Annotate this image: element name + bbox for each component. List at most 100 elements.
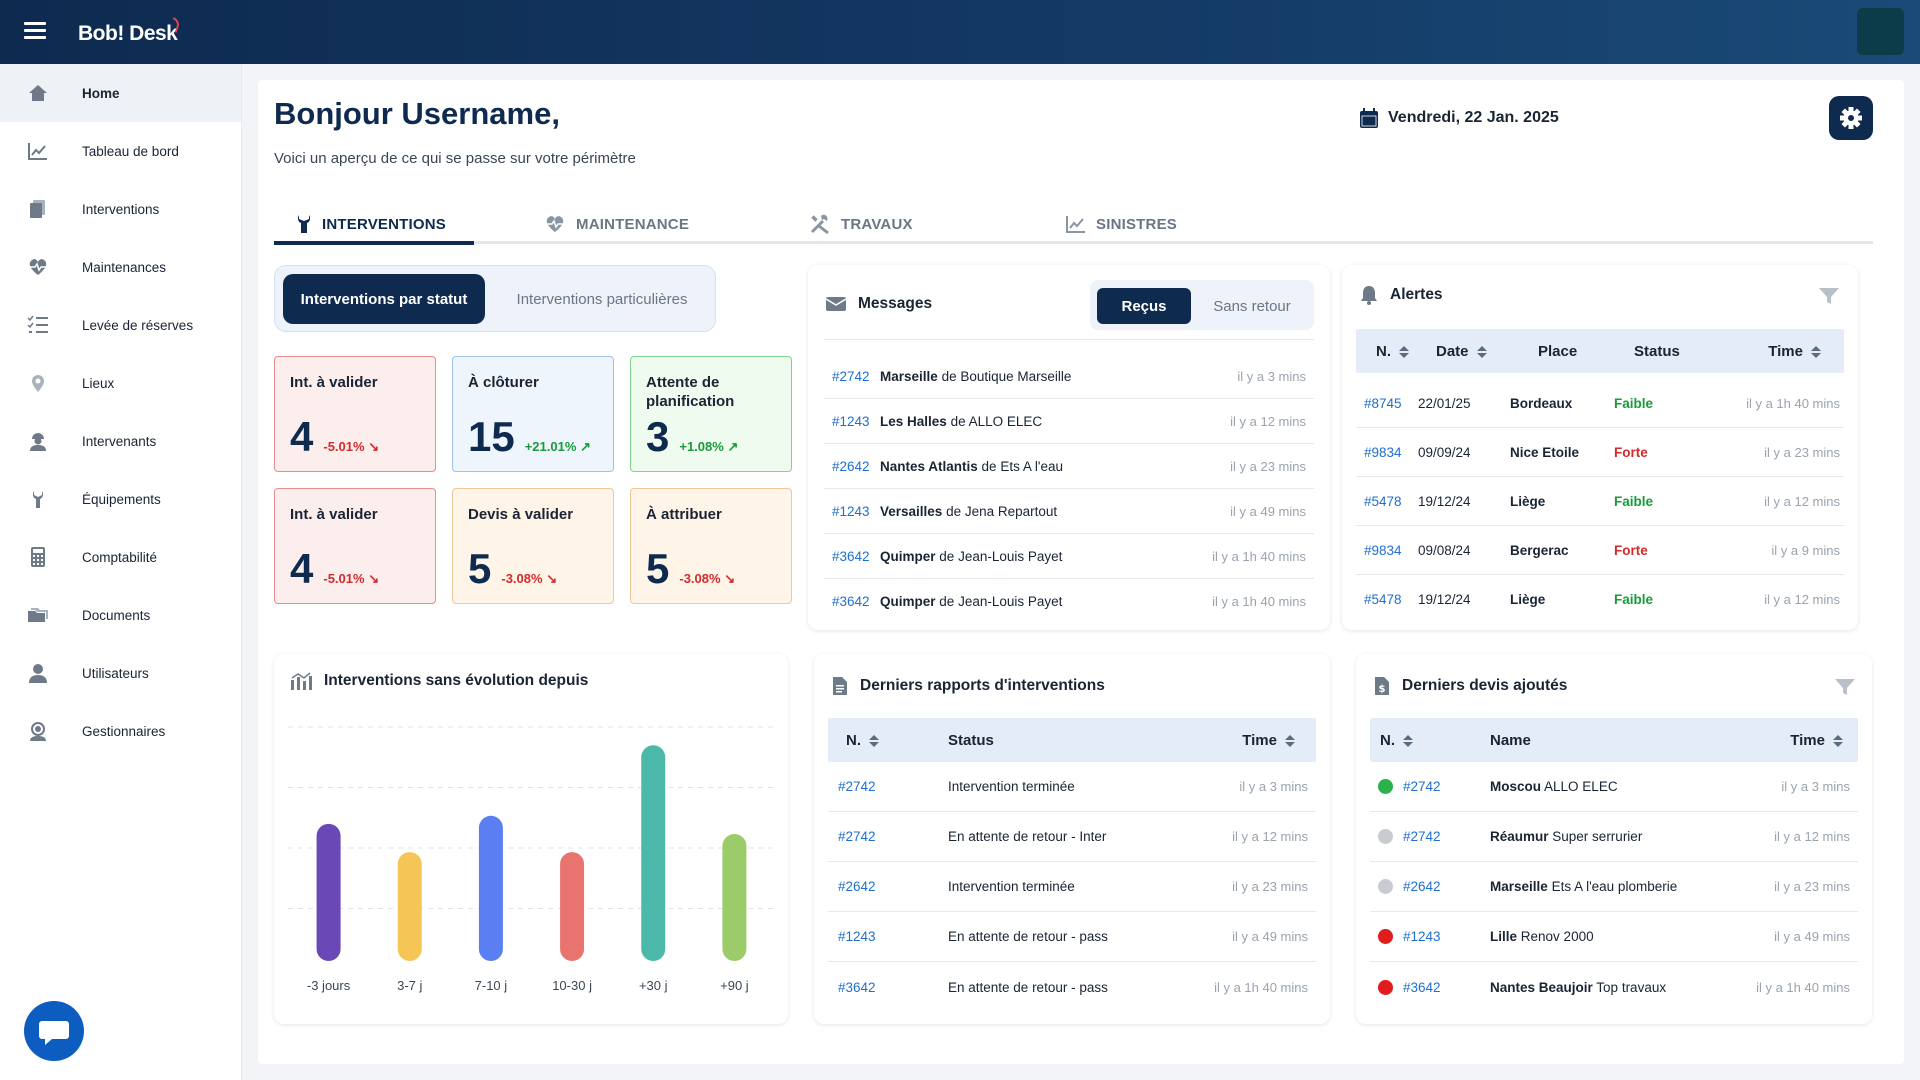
kpi-card[interactable]: Int. à valider 4 -5.01% ↘ <box>274 356 436 472</box>
column-header-time[interactable]: Time <box>1202 732 1316 749</box>
message-id-link[interactable]: #1243 <box>832 503 870 519</box>
gear-icon <box>1840 107 1862 129</box>
alert-id-link[interactable]: #5478 <box>1364 493 1402 509</box>
interventions-particulieres-button[interactable]: Interventions particulières <box>516 290 688 308</box>
tab-travaux[interactable]: TRAVAUX <box>809 204 913 244</box>
sidebar-item-home[interactable]: Home <box>0 64 241 122</box>
messages-sans-retour-button[interactable]: Sans retour <box>1213 297 1291 315</box>
alert-id-link[interactable]: #9834 <box>1364 542 1402 558</box>
table-row[interactable]: #2742 Intervention terminée il y a 3 min… <box>828 762 1316 812</box>
kpi-card[interactable]: Int. à valider 4 -5.01% ↘ <box>274 488 436 604</box>
alert-id-link[interactable]: #9834 <box>1364 444 1402 460</box>
report-id-link[interactable]: #1243 <box>838 929 876 944</box>
message-subject: Quimper de Jean-Louis Payet <box>880 548 1063 564</box>
sidebar-item-intervenants[interactable]: Intervenants <box>0 412 241 470</box>
chart-bar[interactable] <box>397 852 422 961</box>
kpi-card[interactable]: Attente de planification 3 +1.08% ↗ <box>630 356 792 472</box>
sidebar-item-gestionnaires[interactable]: Gestionnaires <box>0 702 241 760</box>
alert-id-link[interactable]: #5478 <box>1364 592 1402 607</box>
sidebar-item-tableau-de-bord[interactable]: Tableau de bord <box>0 122 241 180</box>
table-row[interactable]: #2742 En attente de retour - Inter il y … <box>828 812 1316 862</box>
table-row[interactable]: #3642 Nantes Beaujoir Top travaux il y a… <box>1370 962 1858 1012</box>
user-avatar[interactable] <box>1857 8 1904 55</box>
table-row[interactable]: #3642 En attente de retour - pass il y a… <box>828 962 1316 1012</box>
message-id-link[interactable]: #2742 <box>832 368 870 384</box>
interventions-par-statut-button[interactable]: Interventions par statut <box>283 274 485 324</box>
sidebar-item-levee-de-reserves[interactable]: Levée de réserves <box>0 296 241 354</box>
logo-accent-icon <box>169 17 181 33</box>
tab-sinistres[interactable]: SINISTRES <box>1066 204 1177 244</box>
sidebar-item-maintenances[interactable]: Maintenances <box>0 238 241 296</box>
table-row[interactable]: #5478 19/12/24 Liège Faible il y a 12 mi… <box>1356 477 1844 526</box>
message-id-link[interactable]: #1243 <box>832 413 870 429</box>
alert-id-link[interactable]: #8745 <box>1364 395 1402 411</box>
table-row[interactable]: #9834 09/08/24 Bergerac Forte il y a 9 m… <box>1356 526 1844 575</box>
tab-maintenance[interactable]: MAINTENANCE <box>544 204 689 244</box>
devis-id-link[interactable]: #2642 <box>1403 879 1441 894</box>
list-item[interactable]: #1243 Versailles de Jena Repartout il y … <box>824 489 1314 534</box>
report-id-link[interactable]: #2642 <box>838 879 876 894</box>
sidebar: Home Tableau de bord Interventions Maint… <box>0 64 242 1080</box>
column-header-date[interactable]: Date <box>1426 343 1538 360</box>
table-row[interactable]: #2742 Réaumur Super serrurier il y a 12 … <box>1370 812 1858 862</box>
column-header-name: Name <box>1490 731 1531 749</box>
sidebar-item-comptabilite[interactable]: Comptabilité <box>0 528 241 586</box>
chart-line-icon <box>1066 216 1085 233</box>
sidebar-item-utilisateurs[interactable]: Utilisateurs <box>0 644 241 702</box>
filter-icon[interactable] <box>1818 287 1840 305</box>
kpi-card[interactable]: À clôturer 15 +21.01% ↗ <box>452 356 614 472</box>
column-header-time[interactable]: Time <box>1744 732 1858 749</box>
column-header-n[interactable]: N. <box>828 732 948 749</box>
list-item[interactable]: #3642 Quimper de Jean-Louis Payet il y a… <box>824 579 1314 624</box>
table-row[interactable]: #1243 Lille Renov 2000 il y a 49 mins <box>1370 912 1858 962</box>
settings-button[interactable] <box>1829 96 1873 140</box>
chart-bar[interactable] <box>722 833 747 961</box>
table-row[interactable]: #2642 Marseille Ets A l'eau plomberie il… <box>1370 862 1858 912</box>
column-header-n[interactable]: N. <box>1356 343 1426 360</box>
chart-tick-label: 10-30 j <box>552 978 592 993</box>
tab-interventions[interactable]: INTERVENTIONS <box>296 204 446 244</box>
chart-bar[interactable] <box>560 852 585 961</box>
list-item[interactable]: #1243 Les Halles de ALLO ELEC il y a 12 … <box>824 399 1314 444</box>
filter-icon[interactable] <box>1834 678 1856 696</box>
report-id-link[interactable]: #3642 <box>838 979 876 995</box>
devis-id-link[interactable]: #3642 <box>1403 979 1441 995</box>
table-row[interactable]: #1243 En attente de retour - pass il y a… <box>828 912 1316 962</box>
table-row[interactable]: #5478 19/12/24 Liège Faible il y a 12 mi… <box>1356 575 1844 624</box>
sidebar-item-interventions[interactable]: Interventions <box>0 180 241 238</box>
status-dot <box>1378 779 1393 794</box>
app-logo[interactable]: Bob! Desk <box>78 22 178 45</box>
report-id-link[interactable]: #2742 <box>838 779 876 794</box>
devis-id-link[interactable]: #1243 <box>1403 929 1441 944</box>
table-row[interactable]: #2642 Intervention terminée il y a 23 mi… <box>828 862 1316 912</box>
message-id-link[interactable]: #2642 <box>832 458 870 474</box>
message-time: il y a 1h 40 mins <box>1212 548 1306 564</box>
column-header-n[interactable]: N. <box>1370 732 1490 749</box>
column-header-time[interactable]: Time <box>1744 343 1844 360</box>
sidebar-item-equipements[interactable]: Équipements <box>0 470 241 528</box>
table-row[interactable]: #2742 Moscou ALLO ELEC il y a 3 mins <box>1370 762 1858 812</box>
sidebar-item-documents[interactable]: Documents <box>0 586 241 644</box>
list-item[interactable]: #2642 Nantes Atlantis de Ets A l'eau il … <box>824 444 1314 489</box>
devis-id-link[interactable]: #2742 <box>1403 829 1441 844</box>
chat-button[interactable] <box>24 1001 84 1061</box>
message-id-link[interactable]: #3642 <box>832 548 870 564</box>
table-row[interactable]: #8745 22/01/25 Bordeaux Faible il y a 1h… <box>1356 379 1844 428</box>
chart-bar[interactable] <box>641 745 666 961</box>
chart-bar[interactable] <box>316 823 341 961</box>
list-item[interactable]: #2742 Marseille de Boutique Marseille il… <box>824 354 1314 399</box>
devis-id-link[interactable]: #2742 <box>1403 779 1441 794</box>
messages-recus-button[interactable]: Reçus <box>1097 288 1191 324</box>
sidebar-item-lieux[interactable]: Lieux <box>0 354 241 412</box>
message-id-link[interactable]: #3642 <box>832 594 870 609</box>
alert-date: 19/12/24 <box>1418 592 1471 607</box>
list-item[interactable]: #3642 Quimper de Jean-Louis Payet il y a… <box>824 534 1314 579</box>
kpi-card[interactable]: Devis à valider 5 -3.08% ↘ <box>452 488 614 604</box>
menu-icon[interactable] <box>24 22 46 40</box>
kpi-card[interactable]: À attribuer 5 -3.08% ↘ <box>630 488 792 604</box>
table-row[interactable]: #9834 09/09/24 Nice Etoile Forte il y a … <box>1356 428 1844 477</box>
heart-pulse-icon <box>546 216 564 232</box>
report-id-link[interactable]: #2742 <box>838 829 876 844</box>
user-icon <box>29 664 47 683</box>
chart-bar[interactable] <box>478 815 503 961</box>
